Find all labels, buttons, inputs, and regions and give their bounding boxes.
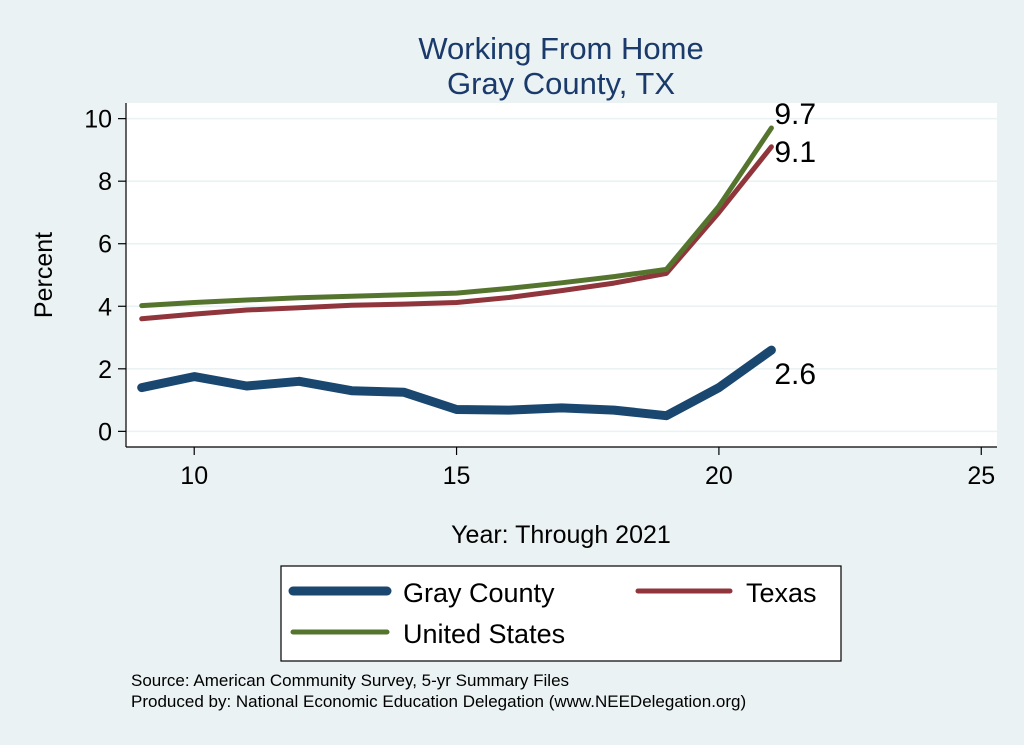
x-tick-label-10: 10	[180, 462, 208, 490]
x-tick-label-15: 15	[443, 462, 471, 490]
y-tick-label-0: 0	[98, 418, 112, 446]
plot-area	[126, 103, 997, 447]
produced-by-note: Produced by: National Economic Education…	[131, 692, 747, 711]
y-axis: 0 2 4 6 8 10	[84, 103, 127, 447]
y-tick-label-2: 2	[98, 356, 112, 384]
x-tick-label-25: 25	[967, 462, 995, 490]
x-axis: 10 15 20 25	[126, 446, 997, 490]
end-labels: 2.6 9.1 9.7	[774, 98, 816, 391]
y-axis-title: Percent	[30, 232, 58, 318]
y-tick-label-8: 8	[98, 168, 112, 196]
legend-label-united-states: United States	[403, 619, 565, 649]
series-lines	[137, 125, 776, 421]
legend-label-gray-county: Gray County	[403, 578, 555, 608]
end-label-united-states: 9.7	[774, 98, 816, 131]
legend-label-texas: Texas	[746, 578, 817, 608]
series-line-texas	[139, 144, 774, 322]
source-note: Source: American Community Survey, 5-yr …	[131, 671, 570, 690]
x-tick-label-20: 20	[705, 462, 733, 490]
series-line-united-states	[139, 125, 774, 309]
legend-box	[280, 565, 842, 662]
end-label-gray-county: 2.6	[774, 358, 816, 391]
chart-title-line-2: Gray County, TX	[447, 66, 675, 101]
y-tick-label-10: 10	[84, 106, 112, 134]
gridlines	[126, 117, 997, 433]
y-tick-label-6: 6	[98, 231, 112, 259]
series-line-gray-county	[137, 345, 776, 421]
x-axis-title: Year: Through 2021	[451, 521, 671, 549]
legend: Gray County Texas United States	[288, 578, 817, 649]
end-label-texas: 9.1	[774, 136, 816, 169]
y-tick-label-4: 4	[98, 293, 112, 321]
chart-title-line-1: Working From Home	[418, 31, 703, 66]
